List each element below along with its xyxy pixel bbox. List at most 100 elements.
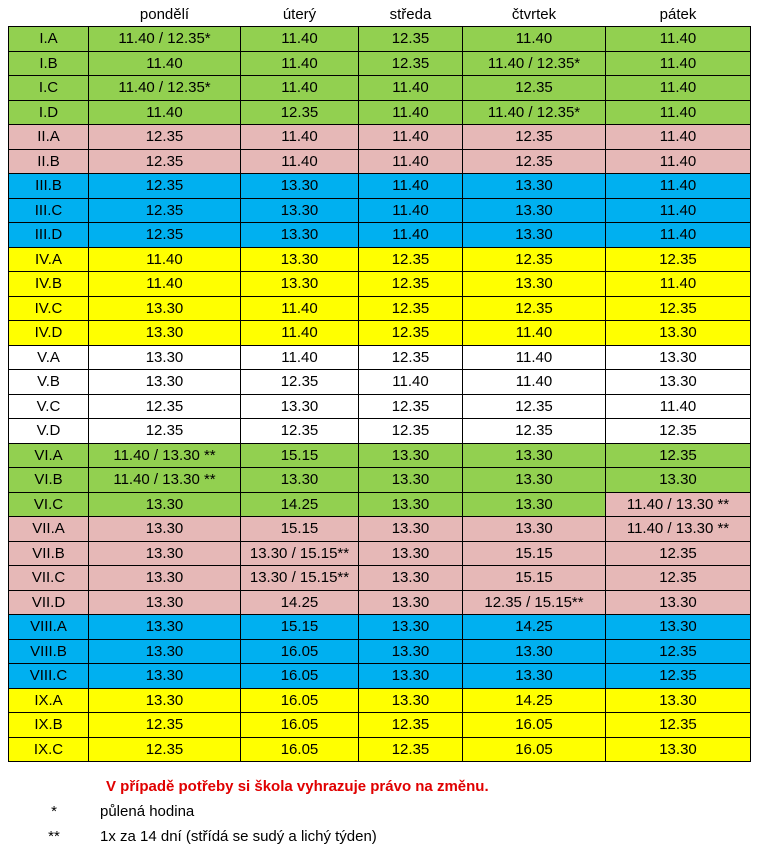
table-row: IV.D 13.30 11.40 12.35 11.40 13.30 [8, 320, 751, 346]
time-cell: 11.40 [605, 271, 751, 297]
class-name-cell: II.B [8, 148, 89, 174]
time-cell: 11.40 / 13.30 ** [88, 467, 241, 493]
time-cell: 11.40 [88, 50, 241, 76]
class-name-cell: IV.D [8, 320, 89, 346]
time-cell: 12.35 [358, 736, 463, 762]
time-cell: 12.35 [605, 663, 751, 689]
table-row: VI.B 11.40 / 13.30 ** 13.30 13.30 13.30 13.30 [8, 467, 751, 493]
schedule-body: I.A 11.40 / 12.35* 11.40 12.35 11.40 11.40 I.B… [8, 26, 751, 762]
time-cell: 13.30 [358, 540, 463, 566]
time-cell: 13.30 [605, 344, 751, 370]
time-cell: 13.30 [88, 369, 241, 395]
header-day-wednesday: středa [358, 2, 463, 27]
time-cell: 13.30 [605, 467, 751, 493]
time-cell: 13.30 [88, 320, 241, 346]
class-name-cell: IV.B [8, 271, 89, 297]
time-cell: 11.40 [358, 148, 463, 174]
table-row: VII.C 13.30 13.30 / 15.15** 13.30 15.15 12.35 [8, 565, 751, 591]
time-cell: 12.35 [605, 712, 751, 738]
table-row: II.A 12.35 11.40 11.40 12.35 11.40 [8, 124, 751, 150]
class-name-cell: V.D [8, 418, 89, 444]
class-name-cell: III.B [8, 173, 89, 199]
time-cell: 12.35 [358, 418, 463, 444]
table-row: I.C 11.40 / 12.35* 11.40 11.40 12.35 11.40 [8, 75, 751, 101]
time-cell: 11.40 [358, 99, 463, 125]
class-name-cell: VII.A [8, 516, 89, 542]
change-notice: V případě potřeby si škola vyhrazuje prá… [106, 778, 489, 795]
time-cell: 11.40 / 12.35* [462, 99, 606, 125]
time-cell: 12.35 [88, 418, 241, 444]
time-cell: 11.40 [358, 173, 463, 199]
table-row: IV.A 11.40 13.30 12.35 12.35 12.35 [8, 246, 751, 272]
class-name-cell: VII.D [8, 589, 89, 615]
time-cell: 12.35 [462, 418, 606, 444]
time-cell: 14.25 [462, 687, 606, 713]
table-row: I.A 11.40 / 12.35* 11.40 12.35 11.40 11.40 [8, 26, 751, 52]
time-cell: 12.35 [88, 736, 241, 762]
class-name-cell: VII.B [8, 540, 89, 566]
table-row: VII.A 13.30 15.15 13.30 13.30 11.40 / 13.30 *… [8, 516, 751, 542]
class-name-cell: VI.C [8, 491, 89, 517]
time-cell: 13.30 [605, 369, 751, 395]
time-cell: 12.35 [462, 295, 606, 321]
time-cell: 12.35 [605, 442, 751, 468]
legend-text: 1x za 14 dní (střídá se sudý a lichý týd… [100, 828, 377, 845]
time-cell: 13.30 [240, 393, 359, 419]
table-row: IV.B 11.40 13.30 12.35 13.30 11.40 [8, 271, 751, 297]
time-cell: 15.15 [240, 614, 359, 640]
time-cell: 12.35 [88, 197, 241, 223]
time-cell: 16.05 [462, 736, 606, 762]
time-cell: 14.25 [462, 614, 606, 640]
time-cell: 13.30 [358, 442, 463, 468]
table-row: I.B 11.40 11.40 12.35 11.40 / 12.35* 11.40 [8, 50, 751, 76]
table-row: IX.A 13.30 16.05 13.30 14.25 13.30 [8, 687, 751, 713]
time-cell: 11.40 [605, 148, 751, 174]
table-row: IV.C 13.30 11.40 12.35 12.35 12.35 [8, 295, 751, 321]
time-cell: 13.30 [88, 687, 241, 713]
time-cell: 12.35 [462, 124, 606, 150]
time-cell: 13.30 [605, 614, 751, 640]
time-cell: 16.05 [240, 663, 359, 689]
table-row: I.D 11.40 12.35 11.40 11.40 / 12.35* 11.40 [8, 99, 751, 125]
time-cell: 11.40 / 12.35* [88, 75, 241, 101]
time-cell: 13.30 [462, 663, 606, 689]
time-cell: 13.30 [88, 589, 241, 615]
time-cell: 15.15 [240, 516, 359, 542]
legend-text: půlená hodina [100, 803, 195, 820]
table-row: VI.A 11.40 / 13.30 ** 15.15 13.30 13.30 12.35 [8, 442, 751, 468]
time-cell: 11.40 [240, 124, 359, 150]
time-cell: 11.40 [240, 75, 359, 101]
time-cell: 13.30 [88, 344, 241, 370]
time-cell: 12.35 [605, 540, 751, 566]
legend-symbol: * [51, 803, 57, 820]
time-cell: 11.40 / 12.35* [462, 50, 606, 76]
header-row: pondělí úterý středa čtvrtek pátek [8, 2, 751, 27]
time-cell: 13.30 [605, 320, 751, 346]
time-cell: 12.35 [462, 393, 606, 419]
class-name-cell: I.A [8, 26, 89, 52]
time-cell: 12.35 [88, 148, 241, 174]
class-name-cell: II.A [8, 124, 89, 150]
time-cell: 12.35 [358, 393, 463, 419]
time-cell: 11.40 [240, 320, 359, 346]
time-cell: 11.40 [358, 222, 463, 248]
time-cell: 11.40 [605, 197, 751, 223]
header-day-thursday: čtvrtek [462, 2, 606, 27]
time-cell: 11.40 [88, 246, 241, 272]
time-cell: 11.40 [605, 99, 751, 125]
class-name-cell: VI.A [8, 442, 89, 468]
time-cell: 12.35 [240, 369, 359, 395]
time-cell: 11.40 [462, 344, 606, 370]
time-cell: 12.35 [605, 638, 751, 664]
legend-symbol: ** [48, 828, 60, 845]
time-cell: 16.05 [240, 712, 359, 738]
time-cell: 12.35 [88, 124, 241, 150]
table-row: V.B 13.30 12.35 11.40 11.40 13.30 [8, 369, 751, 395]
class-name-cell: III.D [8, 222, 89, 248]
time-cell: 13.30 [358, 687, 463, 713]
class-name-cell: IV.A [8, 246, 89, 272]
table-row: VI.C 13.30 14.25 13.30 13.30 11.40 / 13.30 ** [8, 491, 751, 517]
time-cell: 16.05 [462, 712, 606, 738]
header-day-tuesday: úterý [240, 2, 359, 27]
time-cell: 13.30 [240, 173, 359, 199]
